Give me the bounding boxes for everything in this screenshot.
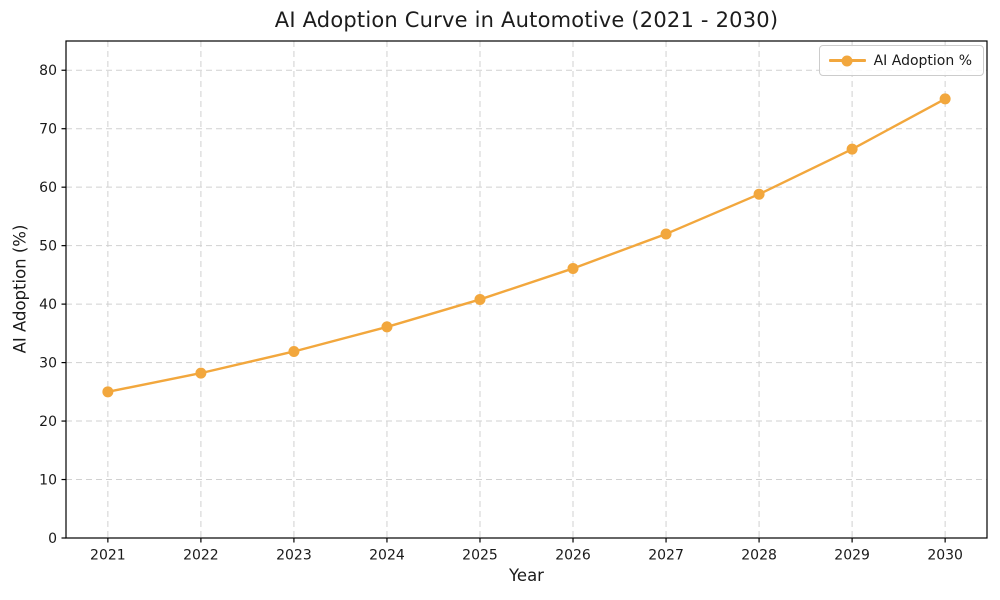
x-tick-label: 2028 bbox=[741, 548, 777, 564]
x-tick-labels: 2021 2022 2023 2024 2025 2026 2027 2028 2029 2030 bbox=[90, 548, 963, 564]
data-point bbox=[288, 345, 300, 357]
plot-border bbox=[65, 40, 988, 539]
series-line bbox=[106, 97, 947, 394]
data-point bbox=[660, 228, 672, 240]
y-tick-label: 30 bbox=[39, 356, 57, 372]
data-point bbox=[381, 321, 393, 333]
y-tick-label: 10 bbox=[39, 473, 57, 489]
x-axis-label: Year bbox=[509, 566, 544, 585]
y-tick-label: 70 bbox=[39, 122, 57, 138]
x-tick-label: 2024 bbox=[369, 548, 405, 564]
x-tick-label: 2025 bbox=[462, 548, 498, 564]
data-point bbox=[753, 188, 765, 200]
y-tick-label: 80 bbox=[39, 63, 57, 79]
legend-line-marker-icon bbox=[828, 55, 866, 67]
y-tick-label: 40 bbox=[39, 297, 57, 313]
chart-title: AI Adoption Curve in Automotive (2021 - … bbox=[274, 8, 779, 32]
y-tick-label: 50 bbox=[39, 239, 57, 255]
x-tick-label: 2030 bbox=[927, 548, 963, 564]
legend-label: AI Adoption % bbox=[873, 52, 972, 69]
x-tick-label: 2022 bbox=[183, 548, 219, 564]
data-point bbox=[939, 93, 951, 105]
axis-ticks bbox=[61, 69, 946, 543]
data-point bbox=[474, 293, 486, 305]
data-point bbox=[195, 367, 207, 379]
y-tick-label: 60 bbox=[39, 180, 57, 196]
x-tick-label: 2026 bbox=[555, 548, 591, 564]
data-point bbox=[846, 143, 858, 155]
x-tick-label: 2027 bbox=[648, 548, 684, 564]
data-point bbox=[567, 262, 579, 274]
gridlines bbox=[66, 41, 987, 538]
legend: AI Adoption % bbox=[818, 45, 984, 76]
y-tick-label: 20 bbox=[39, 414, 57, 430]
x-tick-label: 2023 bbox=[276, 548, 312, 564]
x-tick-label: 2021 bbox=[90, 548, 126, 564]
y-tick-labels: 0 10 20 30 40 50 60 70 80 bbox=[39, 63, 57, 547]
legend-dot-swatch bbox=[841, 55, 853, 66]
x-tick-label: 2029 bbox=[834, 548, 870, 564]
y-tick-label: 0 bbox=[48, 531, 57, 547]
data-point bbox=[102, 386, 114, 398]
y-axis-label: AI Adoption (%) bbox=[10, 224, 30, 354]
